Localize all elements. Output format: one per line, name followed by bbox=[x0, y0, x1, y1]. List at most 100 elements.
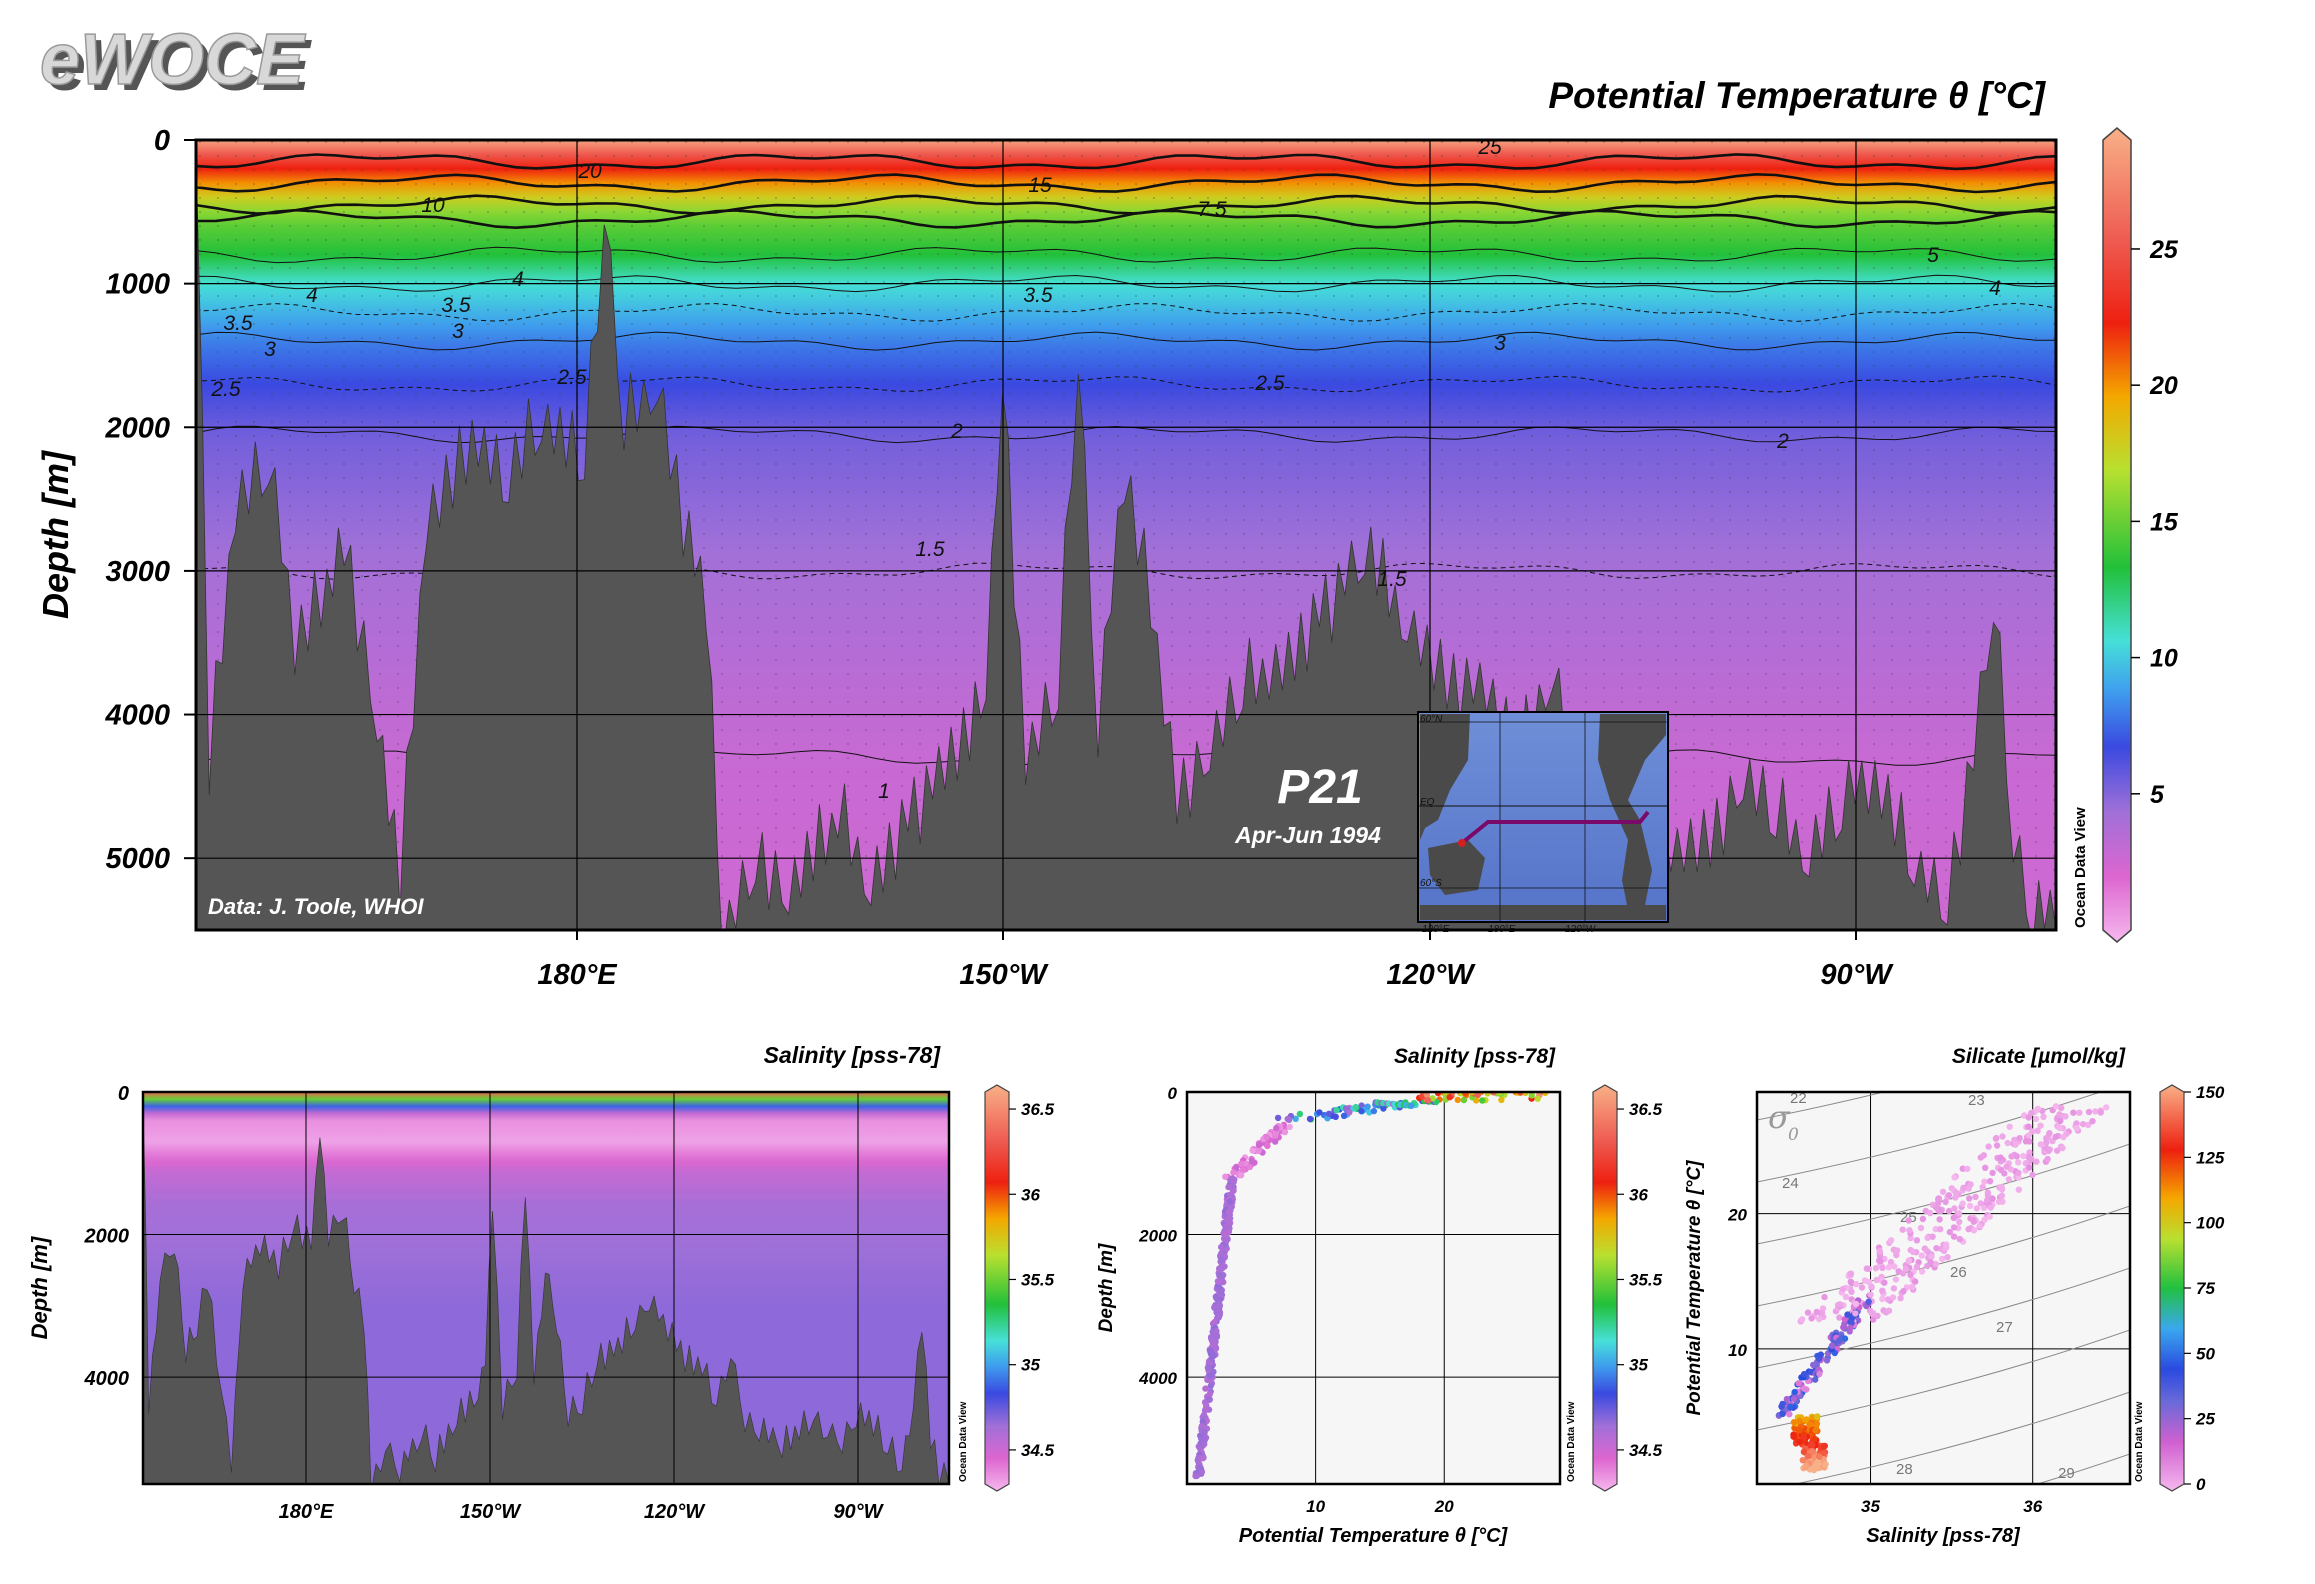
ts-point bbox=[1945, 1207, 1953, 1215]
profile-point bbox=[1325, 1110, 1333, 1118]
contour-label: 3 bbox=[264, 338, 276, 361]
contour-label: 1.5 bbox=[915, 538, 945, 561]
ts-point bbox=[1865, 1278, 1873, 1286]
colorbar-scale bbox=[2159, 1084, 2185, 1492]
ts-point bbox=[1965, 1226, 1972, 1233]
x-tick-label: 20 bbox=[1434, 1497, 1454, 1516]
ts-point bbox=[1910, 1248, 1917, 1256]
profile-point bbox=[1286, 1123, 1293, 1131]
ts-point bbox=[1891, 1263, 1898, 1270]
sigma-isopycnals: 2223242526272829 bbox=[1757, 1092, 2130, 1484]
sigma-contour bbox=[1757, 1143, 2130, 1245]
ts-point bbox=[1790, 1419, 1798, 1426]
profile-point bbox=[1211, 1318, 1218, 1326]
ts-point bbox=[1909, 1283, 1916, 1290]
ts-point bbox=[1933, 1245, 1940, 1252]
ts-point bbox=[1959, 1165, 1967, 1172]
ts-point bbox=[1998, 1192, 2006, 1199]
y-tick-label: 2000 bbox=[84, 1226, 130, 1248]
colorbar-tick-label: 150 bbox=[2196, 1083, 2225, 1102]
ts-point bbox=[2015, 1169, 2022, 1177]
ts-point bbox=[1900, 1288, 1907, 1295]
inset-land-australia bbox=[1428, 840, 1485, 895]
odv-label-salinity-section: Ocean Data View bbox=[958, 1401, 969, 1482]
ts-point bbox=[1952, 1194, 1959, 1201]
ts-point bbox=[1993, 1134, 2000, 1142]
ts-point bbox=[1907, 1234, 1914, 1242]
ts-point bbox=[1897, 1295, 1904, 1302]
ts-point bbox=[1917, 1224, 1925, 1232]
sigma-contour bbox=[1793, 1391, 2130, 1484]
ts-point bbox=[1995, 1198, 2003, 1205]
ts-point bbox=[1893, 1247, 1901, 1254]
ts-point bbox=[1790, 1395, 1798, 1403]
profile-point bbox=[1528, 1092, 1536, 1099]
colorbar-ticks: 36.5 36 35.5 35 34.5 bbox=[1009, 1100, 1055, 1460]
ts-point bbox=[2052, 1133, 2059, 1141]
ts-point bbox=[1853, 1280, 1860, 1288]
profile-point bbox=[1306, 1115, 1314, 1123]
ts-point bbox=[2013, 1153, 2020, 1160]
profile-y-ticks: 0 2000 4000 bbox=[1138, 1084, 1177, 1388]
colorbar-scale bbox=[2102, 127, 2132, 943]
profile-point bbox=[1454, 1096, 1462, 1104]
ts-point bbox=[1952, 1189, 1960, 1197]
ts-point bbox=[1847, 1278, 1855, 1286]
y-tick-label: 4000 bbox=[104, 700, 170, 732]
ts-point bbox=[2060, 1133, 2067, 1141]
ts-point bbox=[1928, 1253, 1935, 1260]
ts-point bbox=[1887, 1258, 1895, 1266]
ts-point bbox=[1982, 1164, 1989, 1172]
profile-point bbox=[1424, 1097, 1432, 1104]
ts-point bbox=[1863, 1265, 1871, 1272]
y-tick-label: 1000 bbox=[105, 269, 170, 301]
ts-point bbox=[2020, 1152, 2027, 1160]
ts-point bbox=[1913, 1263, 1921, 1271]
ts-point bbox=[1852, 1300, 1860, 1308]
profile-point bbox=[1230, 1177, 1237, 1184]
ts-point bbox=[2070, 1109, 2077, 1116]
profile-point bbox=[1221, 1263, 1228, 1270]
x-tick-label: 180°E bbox=[537, 959, 618, 991]
ts-point bbox=[1969, 1216, 1977, 1224]
ts-point bbox=[2058, 1104, 2065, 1112]
ts-point bbox=[1989, 1169, 1996, 1177]
profile-point bbox=[1225, 1214, 1232, 1222]
salinity-bathymetry bbox=[143, 1097, 949, 1484]
ts-point bbox=[2076, 1109, 2083, 1116]
ts-point bbox=[1999, 1133, 2006, 1140]
isotherm-1-5 bbox=[196, 562, 2056, 580]
ts-point bbox=[1919, 1215, 1927, 1223]
profile-point bbox=[1239, 1167, 1247, 1174]
isotherm-2 bbox=[196, 425, 2056, 444]
isotherm-4 bbox=[196, 274, 2056, 293]
ts-point bbox=[1881, 1279, 1888, 1286]
salinity-profile-colorbar: 36.5 36 35.5 35 34.5 bbox=[1592, 1084, 1663, 1492]
ts-point bbox=[1865, 1298, 1872, 1306]
ts-point bbox=[2092, 1108, 2099, 1115]
y-tick-label: 3000 bbox=[105, 556, 170, 588]
contour-label: 3.5 bbox=[223, 312, 253, 335]
ts-point bbox=[1980, 1204, 1988, 1212]
ts-point bbox=[1801, 1370, 1808, 1378]
ts-point bbox=[1951, 1174, 1958, 1181]
ts-point bbox=[1802, 1462, 1810, 1469]
ts-point bbox=[1906, 1227, 1913, 1234]
ts-point bbox=[2103, 1104, 2110, 1111]
profile-point bbox=[1225, 1183, 1232, 1191]
x-tick-label: 120°W bbox=[1386, 959, 1476, 991]
colorbar-tick-label: 75 bbox=[2196, 1279, 2215, 1298]
profile-point bbox=[1296, 1110, 1304, 1118]
salinity-profile-title: Salinity [pss-78] bbox=[1394, 1045, 1556, 1068]
silicate-colorbar: 150 125 100 75 50 25 0 bbox=[2159, 1083, 2225, 1494]
sigma-label: 26 bbox=[1950, 1264, 1967, 1281]
y-tick-label: 2000 bbox=[104, 412, 170, 444]
ts-point bbox=[1800, 1434, 1808, 1442]
contour-label: 3 bbox=[1494, 332, 1506, 355]
ts-point bbox=[1884, 1296, 1892, 1303]
profile-point bbox=[1255, 1147, 1262, 1155]
profile-point bbox=[1274, 1114, 1282, 1122]
ts-point bbox=[1937, 1226, 1944, 1233]
ts-point bbox=[1872, 1265, 1880, 1272]
profile-point bbox=[1346, 1109, 1353, 1116]
